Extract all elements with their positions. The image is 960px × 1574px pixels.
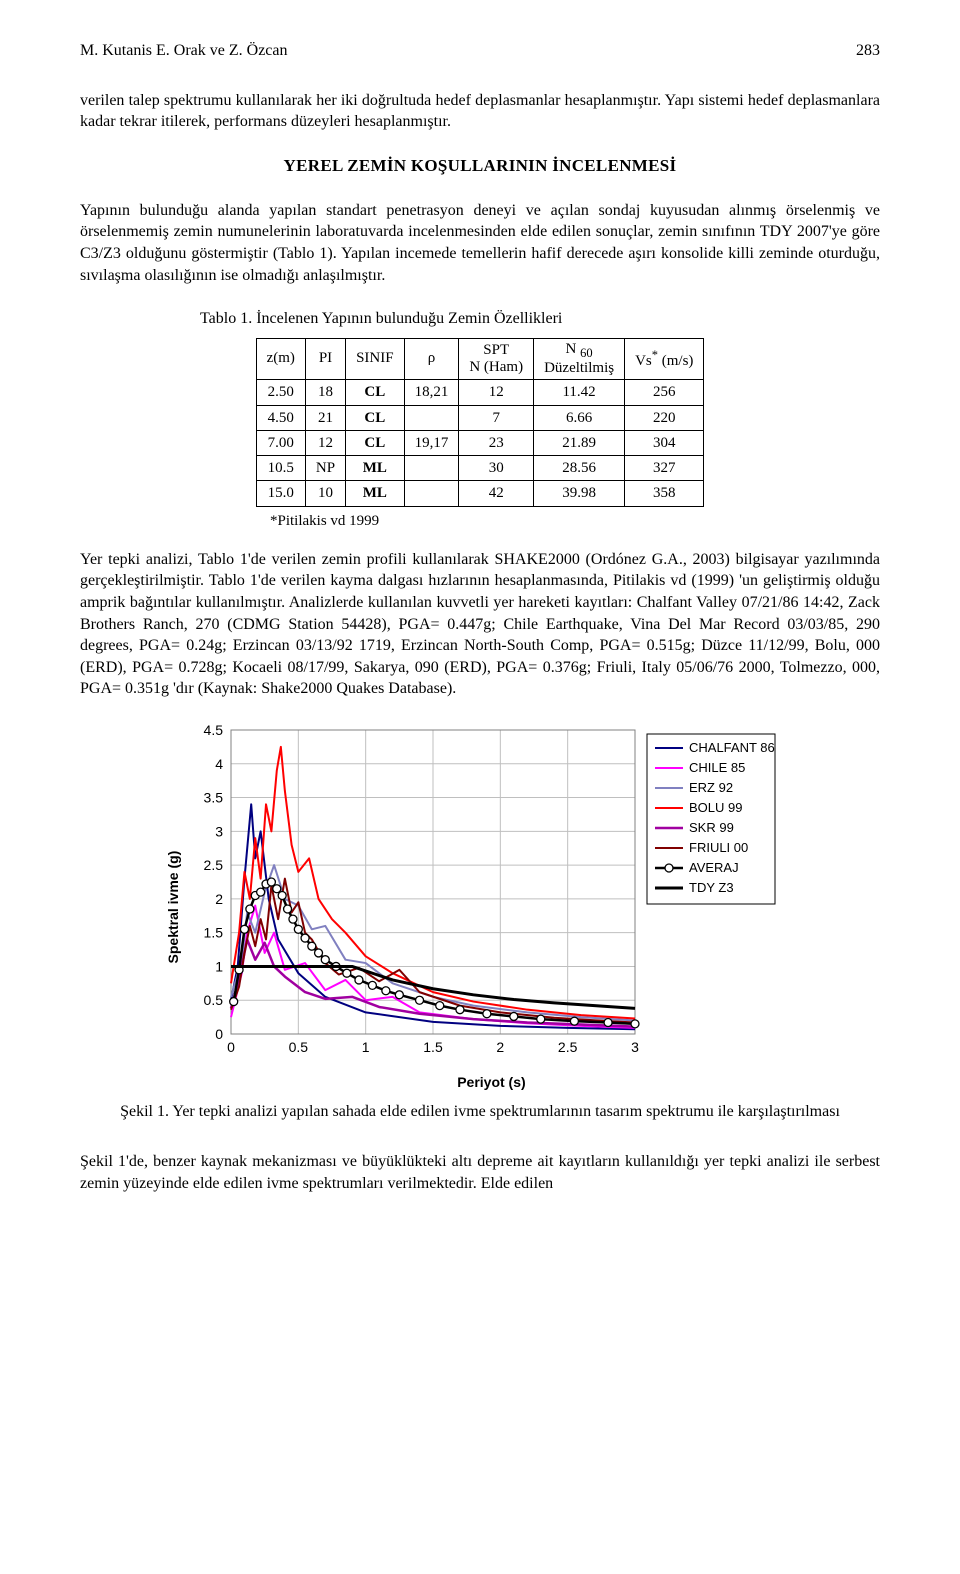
section-title: YEREL ZEMİN KOŞULLARININ İNCELENMESİ: [80, 155, 880, 178]
table-cell: 358: [625, 481, 704, 506]
svg-text:1: 1: [362, 1039, 370, 1055]
table-cell: 10: [305, 481, 345, 506]
table-cell: 6.66: [534, 405, 625, 430]
table-cell: [404, 481, 459, 506]
svg-text:4.5: 4.5: [203, 722, 223, 738]
table-cell: CL: [346, 405, 405, 430]
paragraph-results: Şekil 1'de, benzer kaynak mekanizması ve…: [80, 1151, 880, 1194]
svg-text:0.5: 0.5: [288, 1039, 308, 1055]
svg-text:FRIULI 00: FRIULI 00: [689, 840, 748, 855]
svg-text:TDY Z3: TDY Z3: [689, 880, 734, 895]
spectrum-chart: Spektral ivme (g) 0 0.5 1 1.5 2 2.5 3 0 0.5 1 1.5 2…: [160, 722, 800, 1091]
svg-text:2.5: 2.5: [558, 1039, 578, 1055]
svg-text:2: 2: [496, 1039, 504, 1055]
svg-text:AVERAJ: AVERAJ: [689, 860, 739, 875]
svg-text:2: 2: [215, 891, 223, 907]
paragraph-intro: verilen talep spektrumu kullanılarak her…: [80, 90, 880, 133]
table-cell: NP: [305, 456, 345, 481]
table-col-0: z(m): [256, 338, 305, 380]
svg-text:0: 0: [215, 1026, 223, 1042]
table-row: 10.5NPML 3028.56327: [256, 456, 704, 481]
table-cell: 28.56: [534, 456, 625, 481]
table-caption: Tablo 1. İncelenen Yapının bulunduğu Zem…: [200, 308, 880, 330]
page-header: M. Kutanis E. Orak ve Z. Özcan 283: [80, 40, 880, 62]
table-cell: 12: [305, 430, 345, 455]
table-cell: 21: [305, 405, 345, 430]
table-cell: 304: [625, 430, 704, 455]
table-cell: 19,17: [404, 430, 459, 455]
table-cell: 220: [625, 405, 704, 430]
svg-text:CHALFANT 86: CHALFANT 86: [689, 740, 775, 755]
table-cell: 30: [459, 456, 534, 481]
header-authors: M. Kutanis E. Orak ve Z. Özcan: [80, 40, 288, 62]
svg-text:1: 1: [215, 958, 223, 974]
table-cell: 15.0: [256, 481, 305, 506]
svg-text:BOLU 99: BOLU 99: [689, 800, 742, 815]
chart-svg: 0 0.5 1 1.5 2 2.5 3 0 0.5 1 1.5 2 2.5 3 3.5 4 4.5 CHALFAN…: [183, 722, 783, 1062]
table-cell: 7: [459, 405, 534, 430]
table-cell: ML: [346, 456, 405, 481]
table-col-3: ρ: [404, 338, 459, 380]
svg-text:3: 3: [215, 823, 223, 839]
table-cell: 18,21: [404, 380, 459, 405]
table-cell: 11.42: [534, 380, 625, 405]
chart-ylabel: Spektral ivme (g): [160, 722, 183, 1091]
table-cell: 23: [459, 430, 534, 455]
figure-caption: Şekil 1. Yer tepki analizi yapılan sahad…: [80, 1101, 880, 1123]
table-col-2: SINIF: [346, 338, 405, 380]
table-cell: 2.50: [256, 380, 305, 405]
svg-text:ERZ 92: ERZ 92: [689, 780, 733, 795]
table-cell: 256: [625, 380, 704, 405]
header-page-number: 283: [856, 40, 880, 62]
table-cell: 39.98: [534, 481, 625, 506]
svg-text:SKR 99: SKR 99: [689, 820, 734, 835]
table-col-1: PI: [305, 338, 345, 380]
table-col-6: Vs* (m/s): [625, 338, 704, 380]
table-cell: 18: [305, 380, 345, 405]
svg-text:4: 4: [215, 756, 223, 772]
svg-text:2.5: 2.5: [203, 857, 223, 873]
svg-text:1.5: 1.5: [203, 925, 223, 941]
table-cell: 7.00: [256, 430, 305, 455]
svg-text:3: 3: [631, 1039, 639, 1055]
table-row: 2.5018CL18,211211.42256: [256, 380, 704, 405]
table-cell: 42: [459, 481, 534, 506]
svg-text:0.5: 0.5: [203, 992, 223, 1008]
svg-text:CHILE 85: CHILE 85: [689, 760, 745, 775]
table-cell: CL: [346, 380, 405, 405]
table-cell: 21.89: [534, 430, 625, 455]
table-cell: 10.5: [256, 456, 305, 481]
soil-table: z(m)PISINIFρSPTN (Ham)N 60DüzeltilmişVs*…: [256, 338, 705, 507]
table-cell: ML: [346, 481, 405, 506]
table-cell: [404, 405, 459, 430]
chart-xlabel: Periyot (s): [183, 1073, 800, 1092]
table-col-5: N 60Düzeltilmiş: [534, 338, 625, 380]
table-cell: 4.50: [256, 405, 305, 430]
table-row: 15.010ML 4239.98358: [256, 481, 704, 506]
paragraph-analysis: Yer tepki analizi, Tablo 1'de verilen ze…: [80, 549, 880, 700]
table-cell: 12: [459, 380, 534, 405]
svg-text:1.5: 1.5: [423, 1039, 443, 1055]
table-row: 7.0012CL19,172321.89304: [256, 430, 704, 455]
table-cell: [404, 456, 459, 481]
table-cell: 327: [625, 456, 704, 481]
table-col-4: SPTN (Ham): [459, 338, 534, 380]
table-row: 4.5021CL 76.66220: [256, 405, 704, 430]
paragraph-soil: Yapının bulunduğu alanda yapılan standar…: [80, 200, 880, 286]
table-footnote: *Pitilakis vd 1999: [270, 511, 880, 531]
table-cell: CL: [346, 430, 405, 455]
svg-text:3.5: 3.5: [203, 790, 223, 806]
svg-text:0: 0: [227, 1039, 235, 1055]
